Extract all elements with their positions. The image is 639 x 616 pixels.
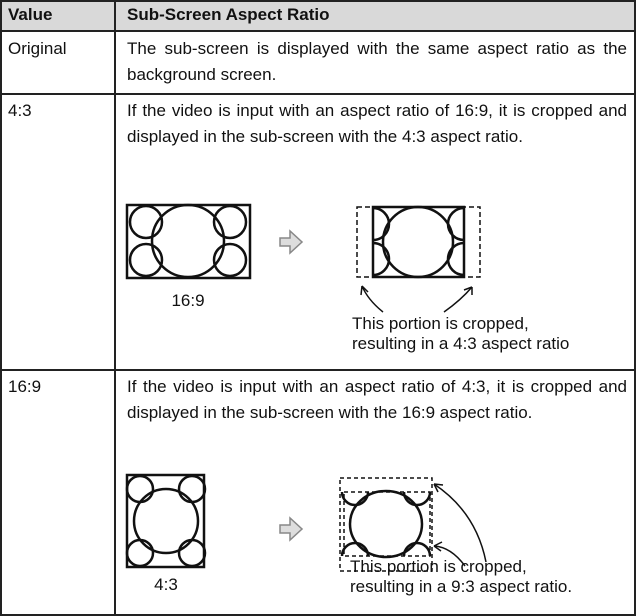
figure-note: This portion is cropped,	[350, 557, 527, 576]
table-border	[0, 614, 636, 616]
table-border	[634, 0, 636, 616]
header-cell: Sub-Screen Aspect Ratio	[127, 5, 330, 24]
table-border	[0, 0, 636, 2]
figure-label: 16:9	[171, 291, 204, 310]
figure-note: resulting in a 9:3 aspect ratio.	[350, 577, 572, 596]
table-border	[114, 0, 116, 616]
crop-figure-16-9: 16:9 This portion is cropped, resulting …	[125, 203, 569, 353]
table-border	[0, 93, 636, 95]
description: If the video is input with an aspect rat…	[127, 101, 627, 146]
description: If the video is input with an aspect rat…	[127, 377, 627, 422]
table-border	[0, 369, 636, 371]
figure-note: resulting in a 4:3 aspect ratio	[352, 334, 569, 353]
crop-figure-4-3: 4:3 This portion is cropped, resulting i…	[125, 473, 572, 596]
figure-label: 4:3	[154, 575, 178, 594]
value-cell: Original	[8, 39, 67, 58]
value-cell: 4:3	[8, 101, 32, 120]
figure-note: This portion is cropped,	[352, 314, 529, 333]
header-cell: Value	[8, 5, 53, 24]
table-border	[0, 30, 636, 32]
header-background	[0, 0, 636, 30]
value-cell: 16:9	[8, 377, 42, 396]
description: The sub-screen is displayed with the sam…	[127, 39, 627, 84]
table-border	[0, 0, 2, 616]
